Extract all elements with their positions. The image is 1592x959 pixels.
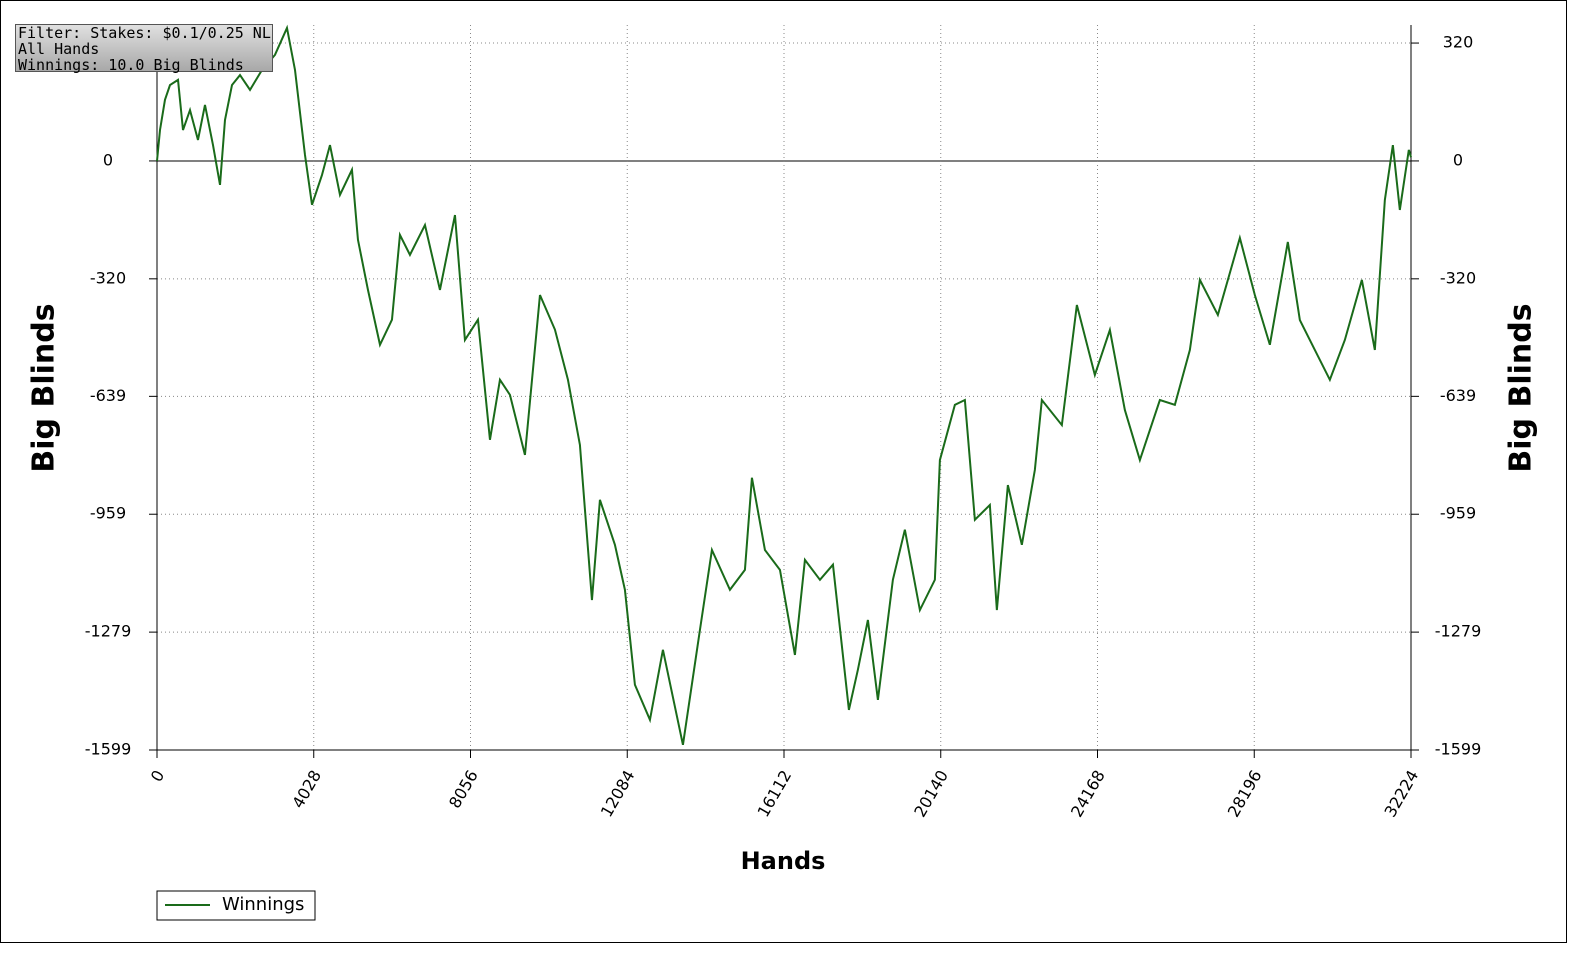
y-tick-label: -1279	[85, 622, 132, 641]
x-axis-label: Hands	[741, 847, 826, 875]
y2-tick-label: -1279	[1435, 622, 1482, 641]
y2-tick-label: -639	[1440, 386, 1476, 405]
y2-tick-label: -1599	[1435, 740, 1482, 759]
info-box: Filter: Stakes: $0.1/0.25 NL All Hands W…	[15, 24, 273, 74]
y2-tick-label: -320	[1440, 268, 1476, 287]
y2-tick-label: 0	[1453, 150, 1463, 169]
y-tick-label: -320	[90, 268, 126, 287]
y-tick-label: 0	[103, 150, 113, 169]
y2-tick-label: -959	[1440, 504, 1476, 523]
y-axis-label: Big Blinds	[27, 303, 62, 472]
y-tick-label: -959	[90, 504, 126, 523]
winnings-line	[156, 24, 1412, 746]
info-line: Winnings: 10.0 Big Blinds	[18, 56, 244, 74]
y2-tick-label: 320	[1443, 33, 1474, 52]
info-line: Filter: Stakes: $0.1/0.25 NL	[18, 24, 271, 42]
legend-label: Winnings	[222, 894, 304, 915]
y2-axis-label: Big Blinds	[1504, 303, 1539, 472]
info-line: All Hands	[18, 40, 100, 58]
y-tick-label: -1599	[85, 740, 132, 759]
y-tick-label: -639	[90, 386, 126, 405]
